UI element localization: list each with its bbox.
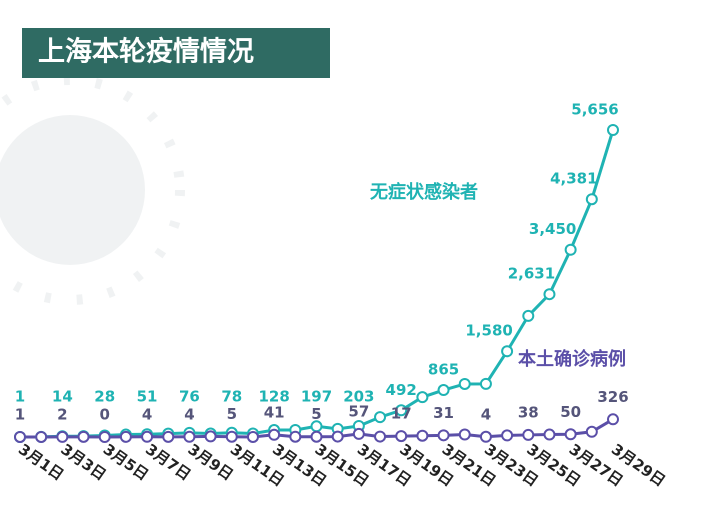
point	[141, 430, 154, 443]
point	[289, 430, 302, 443]
data-label: 4	[481, 405, 491, 423]
point	[458, 377, 471, 390]
data-label: 4	[142, 405, 152, 423]
data-label: 17	[391, 405, 412, 423]
point	[522, 309, 535, 322]
point	[416, 391, 429, 404]
point	[437, 429, 450, 442]
point	[119, 430, 132, 443]
data-label: 78	[221, 388, 242, 406]
point	[543, 428, 556, 441]
data-label: 2	[57, 405, 67, 423]
point	[204, 430, 217, 443]
point	[56, 430, 69, 443]
point	[437, 384, 450, 397]
data-label: 4,381	[550, 170, 597, 188]
point	[607, 124, 619, 136]
x-tick-label: 3月5日	[100, 440, 152, 484]
data-label: 128	[258, 388, 289, 406]
point	[479, 430, 492, 443]
point	[564, 428, 577, 441]
point	[607, 413, 619, 426]
data-label: 14	[52, 388, 73, 406]
point	[395, 404, 408, 417]
data-label: 5,656	[571, 101, 618, 119]
point	[479, 377, 492, 390]
point	[543, 288, 556, 301]
legend-label: 本土确诊病例	[518, 348, 626, 370]
data-label: 1	[15, 405, 25, 423]
point	[352, 427, 365, 440]
point	[416, 429, 429, 442]
point	[35, 430, 48, 443]
data-label: 0	[99, 406, 109, 424]
point	[14, 430, 26, 443]
virus-decoration	[0, 75, 185, 305]
point	[374, 430, 387, 443]
data-label: 326	[597, 388, 628, 406]
x-tick-label: 3月3日	[57, 440, 109, 484]
data-label: 1	[15, 388, 25, 406]
data-label: 28	[94, 388, 115, 406]
data-label: 41	[264, 403, 285, 421]
point	[77, 430, 90, 443]
point	[246, 430, 259, 443]
chart-title: 上海本轮疫情情况	[38, 36, 254, 68]
data-label: 492	[386, 381, 417, 399]
data-label: 57	[348, 402, 369, 420]
data-label: 3,450	[529, 220, 576, 238]
data-label: 38	[518, 403, 539, 421]
point	[268, 428, 281, 441]
data-label: 197	[301, 388, 332, 406]
x-tick-label: 3月7日	[142, 440, 194, 484]
point	[374, 411, 387, 424]
data-label: 5	[227, 405, 237, 423]
x-tick-label: 3月9日	[185, 440, 237, 484]
point	[585, 193, 598, 206]
legend-label: 无症状感染者	[370, 181, 478, 203]
data-label: 1,580	[465, 322, 512, 340]
point	[585, 425, 598, 438]
point	[522, 428, 535, 441]
point	[183, 430, 196, 443]
data-label: 865	[428, 361, 459, 379]
data-label: 2,631	[508, 265, 555, 283]
data-label: 5	[311, 405, 321, 423]
point	[458, 428, 471, 441]
data-label: 203	[343, 388, 374, 406]
data-label: 50	[560, 403, 581, 421]
data-label: 31	[433, 404, 454, 422]
data-label: 76	[179, 388, 200, 406]
point	[331, 430, 344, 443]
data-label: 4	[184, 405, 194, 423]
point	[395, 430, 408, 443]
point	[501, 429, 514, 442]
point	[310, 430, 323, 443]
point	[225, 430, 238, 443]
title-box	[22, 28, 330, 78]
point	[98, 431, 111, 443]
point	[162, 430, 175, 443]
point	[564, 243, 577, 256]
data-label: 51	[137, 388, 158, 406]
x-tick-label: 3月1日	[15, 440, 67, 484]
point	[501, 345, 514, 358]
